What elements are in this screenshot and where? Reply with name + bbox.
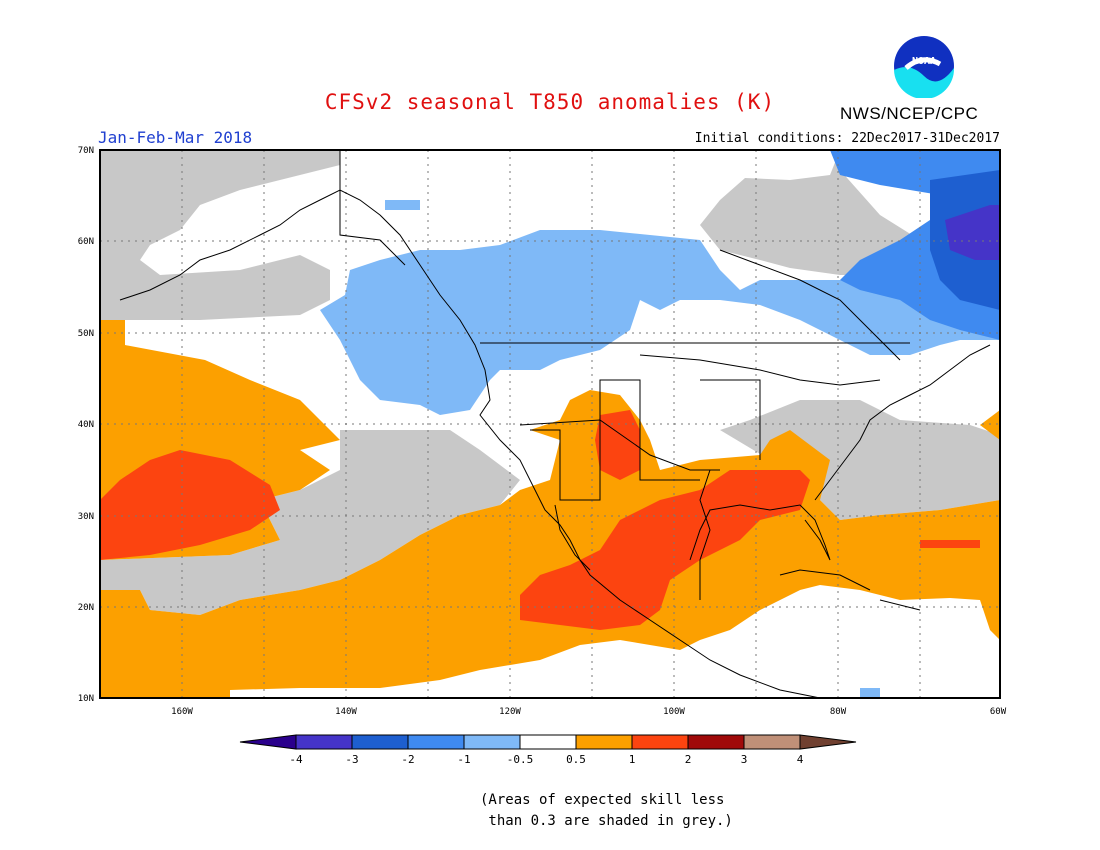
lat-label: 60N xyxy=(78,237,94,247)
lat-label: 70N xyxy=(78,146,94,156)
lon-label: 160W xyxy=(171,707,193,717)
colorbar-tick-label: 3 xyxy=(741,753,748,766)
colorbar-tick-label: 4 xyxy=(797,753,804,766)
lon-label: 120W xyxy=(499,707,521,717)
map-panel xyxy=(99,149,1001,699)
colorbar-tick-label: 1 xyxy=(629,753,636,766)
lat-axis-labels: 70N 60N 50N 40N 30N 20N 10N xyxy=(78,146,94,704)
colorbar-labels: -4 -3 -2 -1 -0.5 0.5 1 2 3 4 xyxy=(289,753,803,766)
logo-text: NOAA xyxy=(912,56,936,67)
lat-label: 20N xyxy=(78,603,94,613)
colorbar-tick-label: -3 xyxy=(345,753,358,766)
lon-axis-labels: 160W 140W 120W 100W 80W 60W xyxy=(171,707,1007,717)
map-title: CFSv2 seasonal T850 anomalies (K) xyxy=(324,90,776,114)
colorbar-swatch xyxy=(295,734,353,750)
colorbar-arrow-left xyxy=(239,734,297,750)
warm-anomalies xyxy=(100,320,1000,698)
colorbar-tick-label: -2 xyxy=(401,753,414,766)
colorbar-tick-label: -1 xyxy=(457,753,470,766)
logo-wave-icon xyxy=(894,67,955,98)
colorbar-arrow-right xyxy=(799,734,857,750)
colorbar-swatch xyxy=(519,734,577,750)
skill-note-line2: than 0.3 are shaded in grey.) xyxy=(480,813,733,829)
colorbar-tick-label: 2 xyxy=(685,753,692,766)
cool-anomalies xyxy=(320,150,1000,698)
lat-label: 30N xyxy=(78,512,94,522)
lat-label: 50N xyxy=(78,329,94,339)
colorbar-swatch xyxy=(631,734,689,750)
organization-label: NWS/NCEP/CPC xyxy=(840,104,979,123)
colorbar-swatch xyxy=(575,734,633,750)
colorbar xyxy=(239,734,857,750)
lon-label: 100W xyxy=(663,707,685,717)
low-skill-regions xyxy=(100,150,1000,615)
skill-note-line1: (Areas of expected skill less xyxy=(480,792,725,808)
colorbar-swatch xyxy=(687,734,745,750)
colorbar-tick-label: -4 xyxy=(289,753,303,766)
noaa-logo: NOAA xyxy=(894,36,955,98)
forecast-period: Jan-Feb-Mar 2018 xyxy=(98,128,253,147)
lon-label: 140W xyxy=(335,707,357,717)
colorbar-swatch xyxy=(743,734,801,750)
skill-note: (Areas of expected skill less than 0.3 a… xyxy=(480,790,733,832)
lat-label: 10N xyxy=(78,694,94,704)
initial-conditions: Initial conditions: 22Dec2017-31Dec2017 xyxy=(694,131,1000,146)
colorbar-swatch xyxy=(463,734,521,750)
colorbar-tick-label: 0.5 xyxy=(566,753,586,766)
map-border xyxy=(99,149,1001,699)
colorbar-swatch xyxy=(351,734,409,750)
colorbar-swatch xyxy=(407,734,465,750)
coastlines xyxy=(119,150,991,699)
lat-label: 40N xyxy=(78,420,94,430)
graticule xyxy=(100,150,1000,698)
lon-label: 60W xyxy=(990,707,1007,717)
colorbar-tick-label: -0.5 xyxy=(507,753,534,766)
lon-label: 80W xyxy=(830,707,847,717)
